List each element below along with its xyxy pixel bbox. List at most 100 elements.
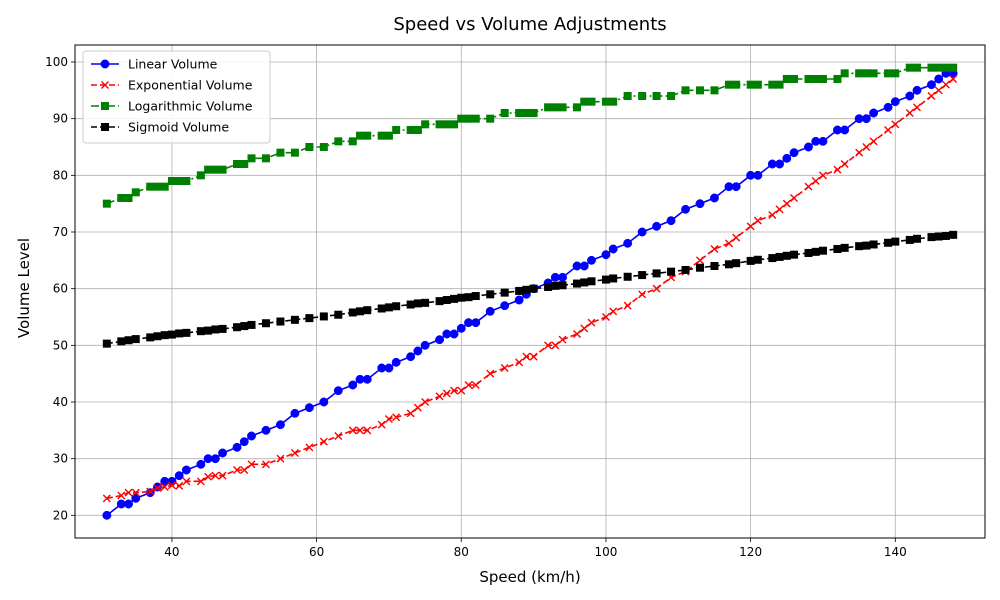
data-point [746, 80, 755, 89]
legend-item: Linear Volume [91, 57, 218, 72]
data-point [363, 306, 372, 315]
data-point [391, 357, 401, 367]
data-point [261, 319, 270, 328]
data-point [544, 282, 553, 291]
data-point [333, 386, 343, 396]
data-point [406, 409, 415, 418]
data-point [544, 103, 553, 112]
data-point [695, 199, 705, 209]
data-point [211, 325, 220, 334]
data-point [457, 114, 466, 123]
data-point [196, 477, 205, 486]
data-point [529, 109, 538, 117]
data-point [833, 245, 842, 253]
data-point [356, 131, 365, 140]
data-point [211, 471, 220, 480]
data-point [609, 307, 618, 316]
data-point [667, 267, 676, 276]
data-point [573, 279, 582, 288]
data-point [457, 386, 466, 395]
data-point [124, 336, 133, 345]
data-point [855, 69, 864, 78]
data-point [413, 126, 422, 134]
data-point [869, 137, 878, 146]
data-point [456, 323, 466, 333]
data-point [182, 328, 191, 337]
data-point [384, 131, 393, 140]
data-point [356, 426, 365, 435]
data-point [182, 477, 191, 486]
series-linear-volume [102, 68, 958, 520]
legend-marker [100, 59, 110, 69]
data-point [818, 246, 827, 255]
data-point [710, 86, 719, 95]
data-point [884, 126, 893, 134]
data-point [522, 109, 531, 117]
data-point [804, 248, 813, 257]
data-point [913, 103, 921, 112]
data-point [623, 92, 632, 100]
data-point [167, 481, 176, 490]
y-tick-label: 40 [53, 395, 68, 409]
data-point [247, 154, 256, 163]
data-point [406, 352, 416, 362]
data-point [934, 74, 944, 84]
data-point [731, 182, 741, 192]
data-point [442, 389, 451, 398]
data-point [637, 227, 647, 237]
data-point [949, 75, 958, 83]
data-point [790, 194, 799, 202]
data-point [840, 243, 849, 252]
data-point [261, 425, 271, 435]
data-point [601, 313, 610, 321]
data-point [551, 341, 560, 350]
data-point [392, 302, 401, 311]
data-point [290, 449, 299, 457]
x-axis-title: Speed (km/h) [479, 568, 580, 586]
data-point [175, 481, 184, 490]
data-point [927, 92, 936, 100]
data-point [464, 293, 473, 302]
data-point [305, 143, 314, 151]
data-point [667, 92, 676, 100]
data-point [782, 153, 792, 163]
data-point [753, 80, 762, 89]
data-point [421, 298, 430, 307]
data-point [377, 131, 386, 140]
data-point [319, 312, 328, 321]
x-tick-label: 80 [454, 545, 469, 559]
data-point [276, 148, 285, 157]
data-point [275, 420, 285, 430]
data-point [153, 182, 162, 191]
data-point [608, 244, 618, 254]
data-point [486, 369, 495, 378]
data-point [912, 85, 922, 95]
data-point [638, 92, 647, 100]
data-point [515, 286, 524, 295]
data-point [941, 63, 950, 72]
data-point [782, 75, 791, 83]
data-point [196, 459, 206, 469]
data-point [290, 148, 299, 157]
data-point [753, 216, 762, 225]
data-point [775, 205, 784, 214]
data-point [623, 272, 632, 281]
data-point [348, 137, 357, 146]
data-point [732, 259, 741, 268]
y-tick-label: 70 [53, 225, 68, 239]
data-point [927, 63, 936, 72]
data-point [218, 324, 227, 333]
data-point [840, 160, 849, 168]
data-point [500, 288, 509, 297]
data-point [450, 386, 459, 395]
data-point [449, 329, 459, 339]
data-point [710, 245, 719, 253]
legend-item: Exponential Volume [91, 78, 253, 93]
data-point [124, 499, 133, 509]
data-point [681, 86, 690, 95]
data-point [695, 263, 704, 272]
data-point [406, 126, 415, 134]
data-point [240, 160, 249, 168]
data-point [782, 251, 791, 260]
